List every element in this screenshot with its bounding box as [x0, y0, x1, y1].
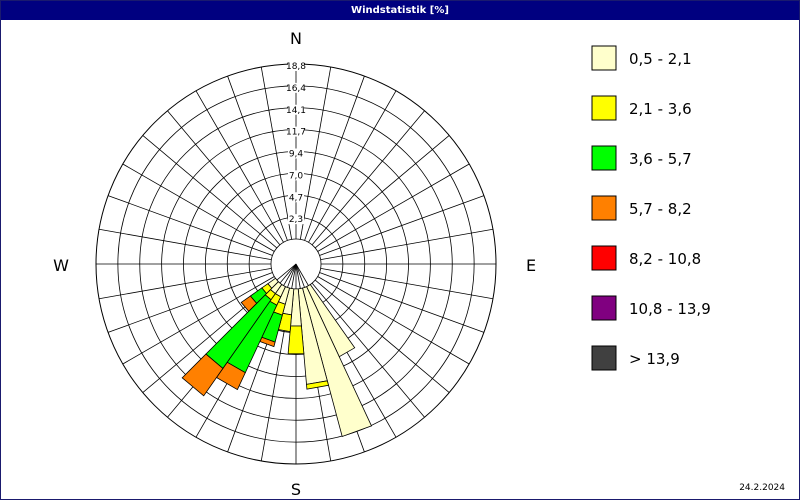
legend-swatch [591, 295, 617, 321]
grid-spoke [311, 110, 425, 246]
legend-label: 8,2 - 10,8 [629, 250, 701, 268]
tick-label-bg [288, 214, 304, 225]
radial-tick-label: 16,4 [286, 84, 306, 94]
tick-label-bg [288, 104, 304, 115]
tick-label-bg [288, 192, 304, 203]
grid-spoke [317, 276, 470, 365]
legend-label: 0,5 - 2,1 [629, 50, 692, 68]
wind-sector-bar [240, 295, 258, 312]
grid-spoke [107, 272, 273, 333]
compass-label: N [290, 29, 302, 48]
radial-tick-label: 4,7 [289, 193, 303, 203]
grid-spoke [260, 66, 293, 240]
legend-swatch [591, 195, 617, 221]
wind-sector-bar [287, 325, 305, 355]
grid-spoke [308, 90, 397, 243]
grid-spoke [98, 267, 272, 300]
sector-center-line [295, 263, 301, 289]
grid-spoke [107, 195, 273, 256]
tick-label-bg [288, 170, 304, 181]
compass-label: W [53, 256, 69, 275]
compass-label: E [526, 256, 536, 275]
grid-spoke [122, 163, 275, 252]
grid-spoke [304, 75, 365, 241]
radial-tick-label: 18,8 [286, 62, 306, 72]
grid-spoke [142, 135, 278, 249]
legend-swatch [591, 95, 617, 121]
legend-swatch [591, 345, 617, 371]
tick-label-bg [288, 82, 304, 93]
sector-center-line [291, 263, 297, 289]
grid-spoke [320, 228, 494, 261]
wind-sector-bar [302, 286, 373, 438]
date-label: 24.2.2024 [739, 483, 785, 493]
grid-spoke [122, 276, 275, 365]
legend-swatch [591, 145, 617, 171]
compass-label: S [291, 480, 301, 499]
grid-spoke [320, 267, 494, 300]
grid-spoke [195, 90, 284, 243]
sector-center-line [279, 263, 297, 284]
grid-spoke [167, 110, 281, 246]
grid-spoke [314, 279, 450, 393]
radial-tick-label: 11,7 [286, 128, 306, 138]
grid-spoke [314, 135, 450, 249]
legend-label: 5,7 - 8,2 [629, 200, 692, 218]
legend-label: 2,1 - 3,6 [629, 100, 692, 118]
chart-title: Windstatistik [%] [1, 1, 799, 20]
grid-spoke [227, 75, 288, 241]
legend-swatch [591, 45, 617, 71]
sector-center-line [287, 263, 297, 288]
sector-center-line [276, 263, 297, 281]
legend-label: > 13,9 [629, 350, 680, 368]
sector-center-line [295, 263, 309, 286]
tick-label-bg [288, 148, 304, 159]
sector-center-line [283, 263, 297, 286]
tick-label-bg [288, 61, 304, 71]
sector-center-line [295, 263, 305, 288]
grid-spoke [98, 228, 272, 261]
radial-tick-label: 2,3 [289, 215, 303, 225]
radial-tick-label: 14,1 [286, 106, 306, 116]
legend-label: 3,6 - 5,7 [629, 150, 692, 168]
wind-sector-bar [181, 353, 224, 397]
legend-label: 10,8 - 13,9 [629, 300, 711, 318]
wind-sector-bar [306, 380, 329, 390]
grid-spoke [319, 195, 485, 256]
grid-spoke [311, 282, 425, 418]
radial-tick-label: 9,4 [289, 150, 304, 160]
radial-tick-label: 7,0 [289, 171, 304, 181]
grid-spoke [319, 272, 485, 333]
grid-spoke [317, 163, 470, 252]
grid-spoke [299, 66, 332, 240]
legend-swatch [591, 245, 617, 271]
tick-label-bg [288, 126, 304, 137]
